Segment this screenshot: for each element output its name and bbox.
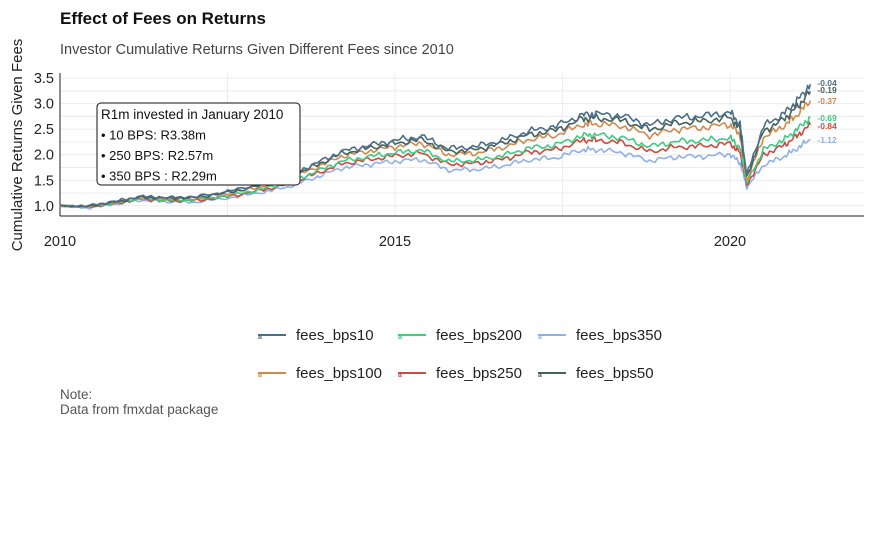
- annotation-line: R1m invested in January 2010: [101, 107, 283, 122]
- legend-key-fees-bps10: a: [258, 328, 286, 342]
- series-line-fees-bps10: [59, 83, 812, 208]
- legend-glyph: a: [538, 334, 542, 341]
- legend-label-fees-bps100: fees_bps100: [296, 364, 382, 382]
- legend-key-fees-bps100: a: [258, 366, 286, 380]
- legend-line: [398, 334, 426, 336]
- legend: a fees_bps10 a fees_bps200 a fees_bps350…: [258, 316, 698, 392]
- legend-item-fees-bps250: a fees_bps250: [398, 365, 538, 382]
- end-label-fees-bps10: -0.04: [817, 78, 837, 88]
- series-line-fees-bps200: [59, 116, 811, 209]
- legend-label-fees-bps200: fees_bps200: [436, 326, 522, 344]
- x-tick-label: 2015: [379, 234, 411, 250]
- series-line-fees-bps250: [59, 121, 812, 209]
- y-tick-label: 1.0: [34, 199, 54, 215]
- annotation-box: [96, 102, 301, 186]
- chart-title: Effect of Fees on Returns: [60, 9, 266, 28]
- legend-key-fees-bps200: a: [398, 328, 426, 342]
- legend-row: a fees_bps100 a fees_bps250 a fees_bps50: [258, 354, 698, 392]
- series-line-fees-bps100: [59, 100, 812, 209]
- legend-glyph: a: [258, 372, 262, 379]
- y-tick-label: 3.5: [34, 71, 54, 87]
- legend-item-fees-bps100: a fees_bps100: [258, 365, 398, 382]
- legend-line: [538, 372, 566, 374]
- legend-row: a fees_bps10 a fees_bps200 a fees_bps350: [258, 316, 698, 354]
- caption-note-heading: Note:: [60, 387, 93, 402]
- y-tick-label: 2.5: [34, 122, 54, 138]
- y-axis-label: Cumulative Returns Given Fees: [9, 39, 26, 252]
- legend-glyph: a: [258, 334, 262, 341]
- end-label-fees-bps250: -0.84: [817, 121, 837, 131]
- legend-line: [258, 334, 286, 336]
- end-label-fees-bps50: -0.19: [817, 85, 837, 95]
- legend-label-fees-bps10: fees_bps10: [296, 326, 374, 344]
- caption-note: Note: Data from fmxdat package: [60, 387, 218, 417]
- series-line-fees-bps350: [59, 138, 811, 210]
- end-label-fees-bps200: -0.69: [817, 113, 837, 123]
- annotation-line: • 10 BPS: R3.38m: [101, 128, 206, 143]
- legend-item-fees-bps200: a fees_bps200: [398, 327, 538, 344]
- legend-line: [538, 334, 566, 336]
- line-chart: 1.0 1.5 2.0 2.5 3.0 3.5 2010 2015 2020 Cumulative…: [9, 39, 864, 252]
- chart-subtitle: Investor Cumulative Returns Given Differ…: [60, 42, 454, 58]
- legend-glyph: a: [398, 334, 402, 341]
- end-label-fees-bps100: -0.37: [817, 96, 837, 106]
- y-tick-label: 1.5: [34, 173, 54, 189]
- legend-label-fees-bps250: fees_bps250: [436, 364, 522, 382]
- caption-note-source: Data from fmxdat package: [60, 402, 219, 417]
- end-label-fees-bps350: -1.12: [817, 135, 837, 145]
- legend-glyph: a: [538, 372, 542, 379]
- x-tick-label: 2020: [714, 234, 746, 250]
- x-tick-label: 2010: [44, 234, 76, 250]
- legend-label-fees-bps50: fees_bps50: [576, 364, 654, 382]
- legend-line: [398, 372, 426, 374]
- legend-item-fees-bps10: a fees_bps10: [258, 327, 398, 344]
- legend-item-fees-bps350: a fees_bps350: [538, 327, 678, 344]
- legend-item-fees-bps50: a fees_bps50: [538, 365, 678, 382]
- annotation-line: • 350 BPS : R2.29m: [101, 169, 217, 184]
- legend-line: [258, 372, 286, 374]
- legend-key-fees-bps50: a: [538, 366, 566, 380]
- legend-key-fees-bps250: a: [398, 366, 426, 380]
- y-tick-label: 2.0: [34, 148, 54, 164]
- legend-glyph: a: [398, 372, 402, 379]
- y-tick-label: 3.0: [34, 97, 54, 113]
- legend-label-fees-bps350: fees_bps350: [576, 326, 662, 344]
- annotation-line: • 250 BPS: R2.57m: [101, 148, 213, 163]
- legend-key-fees-bps350: a: [538, 328, 566, 342]
